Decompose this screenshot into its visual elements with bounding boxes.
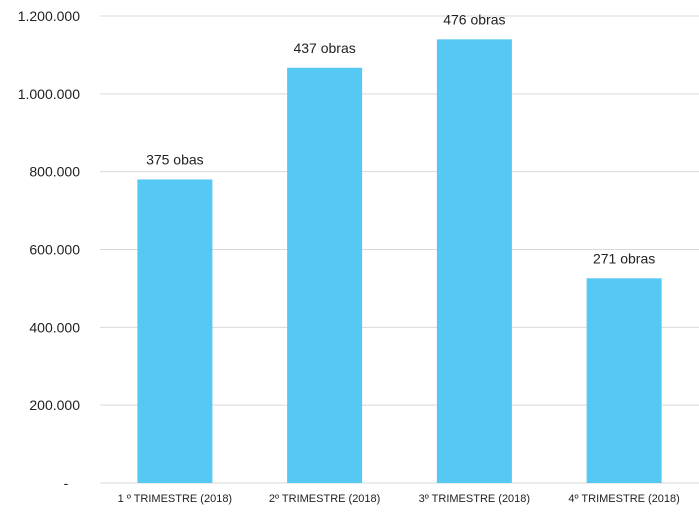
- y-tick-label: 1.200.000: [18, 8, 80, 24]
- bar: [137, 179, 213, 483]
- bar: [436, 39, 512, 483]
- bar: [287, 67, 363, 484]
- y-tick-label: 600.000: [29, 242, 80, 258]
- y-tick-label: 1.000.000: [18, 86, 80, 102]
- bar-data-label: 375 obas: [146, 151, 204, 167]
- bar-data-label: 476 obras: [443, 11, 505, 27]
- x-tick-label: 2º TRIMESTRE (2018): [269, 493, 380, 505]
- bars: [137, 39, 662, 484]
- bar: [586, 278, 662, 483]
- x-tick-label: 3º TRIMESTRE (2018): [419, 493, 530, 505]
- y-tick-label: 400.000: [29, 319, 80, 335]
- x-tick-label: 4º TRIMESTRE (2018): [568, 493, 679, 505]
- x-axis: 1 º TRIMESTRE (2018) 2º TRIMESTRE (2018) 3…: [118, 493, 680, 505]
- y-tick-label: -: [64, 475, 69, 491]
- y-tick-label: 200.000: [29, 397, 80, 413]
- y-axis: - 200.000 400.000 600.000 800.000 1.000.000 1.…: [18, 8, 81, 491]
- y-tick-label: 800.000: [29, 164, 80, 180]
- bar-data-label: 271 obras: [593, 250, 655, 266]
- x-tick-label: 1 º TRIMESTRE (2018): [118, 493, 232, 505]
- bar-data-label: 437 obras: [293, 40, 355, 56]
- data-labels: 375 obas 437 obras 476 obras 271 obras: [146, 11, 655, 266]
